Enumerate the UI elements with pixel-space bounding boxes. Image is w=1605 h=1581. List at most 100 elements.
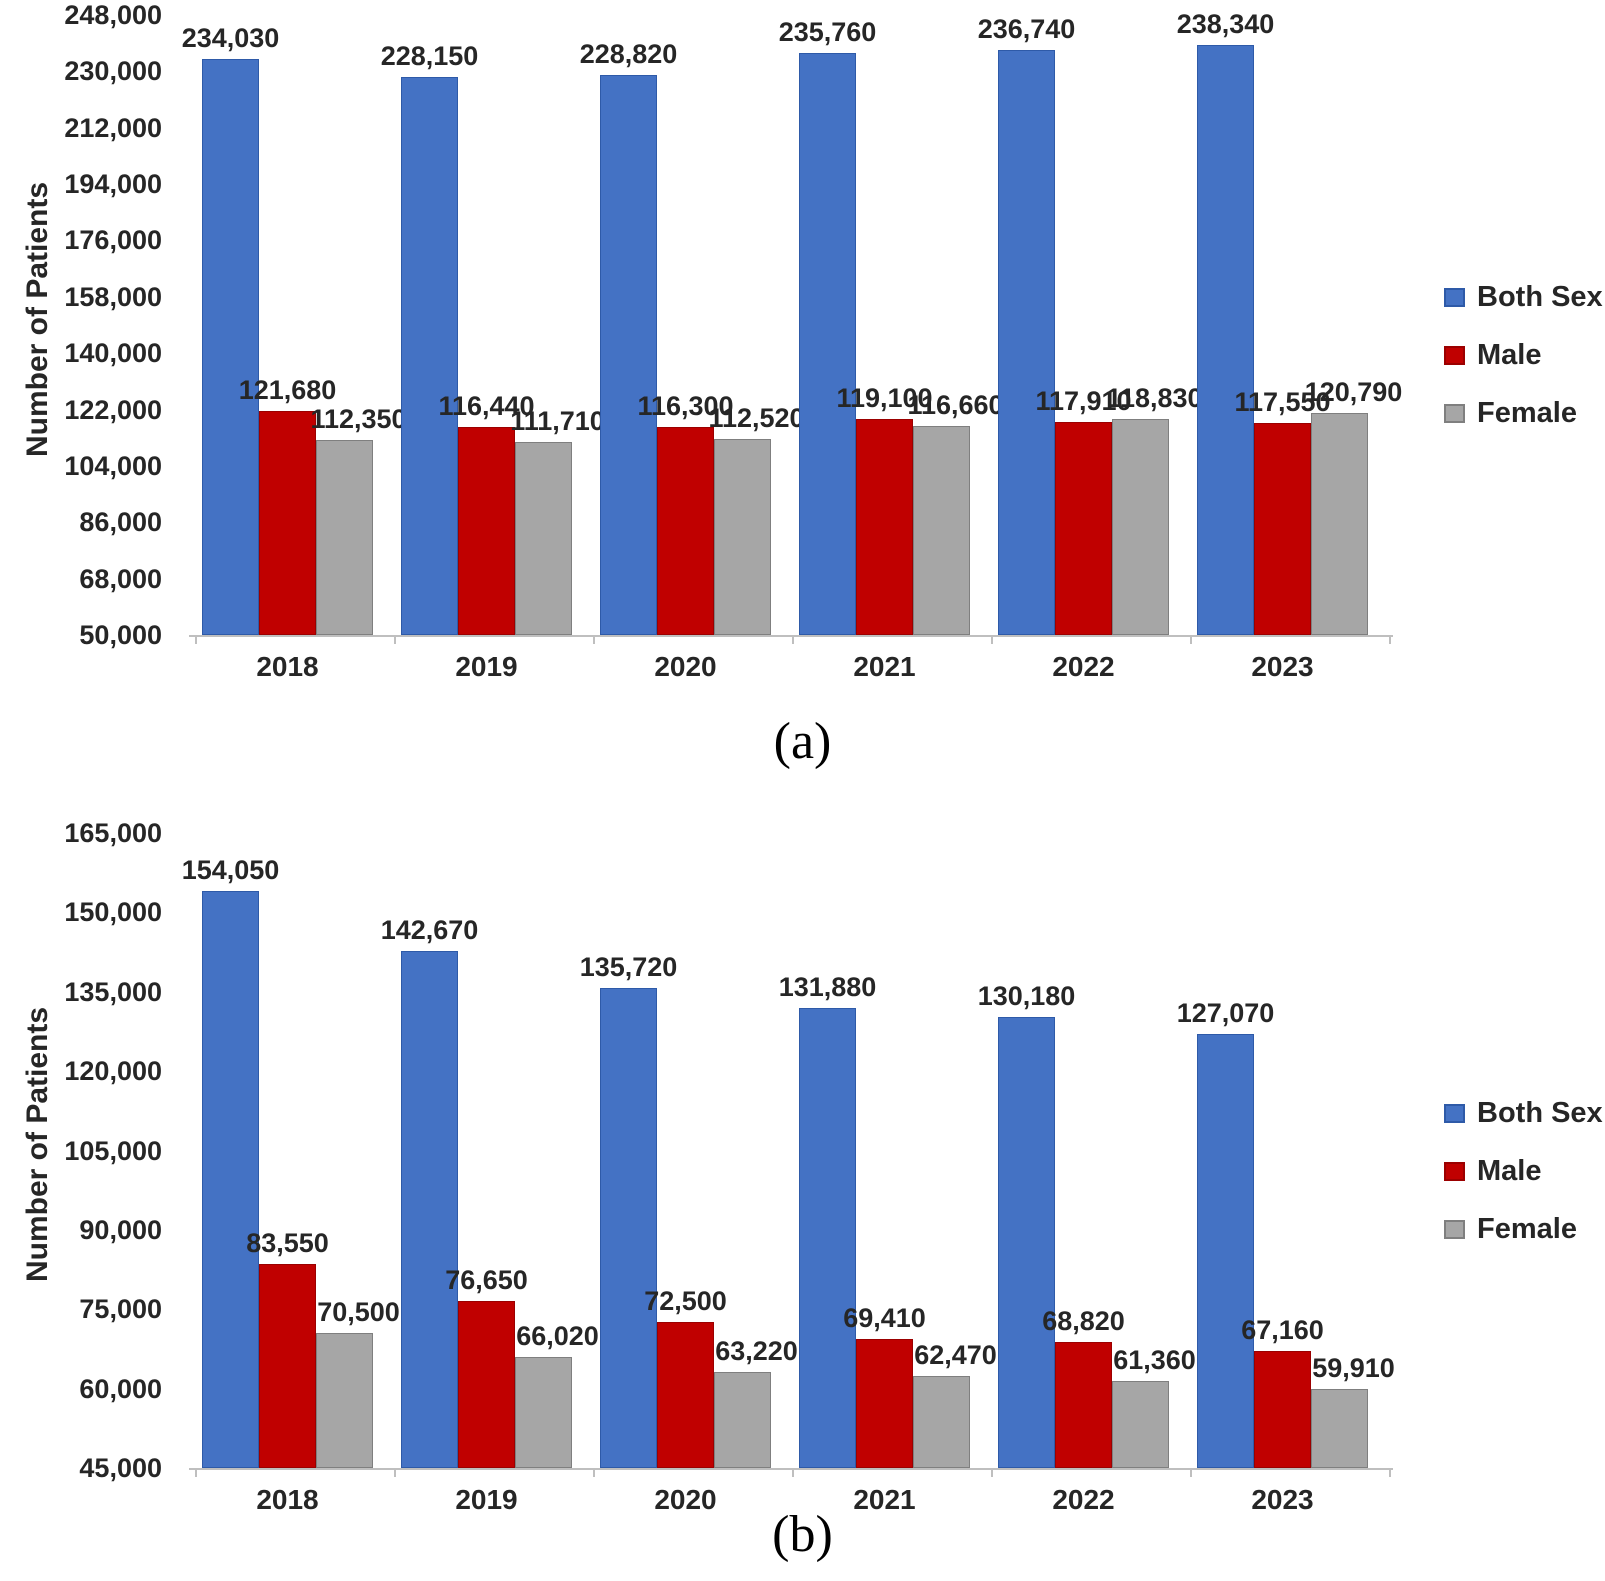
bar-both-sex-2023 xyxy=(1197,45,1254,635)
x-label-2022: 2022 xyxy=(1052,1484,1115,1515)
x-label-2021: 2021 xyxy=(853,651,916,682)
data-label-male-2021: 69,410 xyxy=(843,1302,926,1333)
caption-b: (b) xyxy=(772,1506,833,1563)
data-label-male-2023: 117,550 xyxy=(1234,387,1331,418)
data-label-female-2023: 59,910 xyxy=(1312,1353,1395,1384)
y-tick-104-000: 104,000 xyxy=(64,450,162,481)
y-tick-158-000: 158,000 xyxy=(64,281,162,312)
x-label-2018: 2018 xyxy=(256,651,319,682)
legend-item-male: Male xyxy=(1444,1155,1541,1187)
legend-item-male: Male xyxy=(1444,339,1541,371)
y-tick-165-000: 165,000 xyxy=(64,818,162,848)
data-label-both-sex-2018: 234,030 xyxy=(181,22,280,53)
data-label-both-sex-2020: 228,820 xyxy=(579,39,678,70)
bar-male-2018 xyxy=(259,410,316,635)
legend-swatch-both-sex-icon xyxy=(1444,287,1465,307)
data-label-female-2021: 116,660 xyxy=(907,390,1004,421)
data-label-male-2021: 119,100 xyxy=(836,382,933,413)
legend-swatch-female-icon xyxy=(1444,1219,1465,1239)
plot-area-b: 165,000 150,000 135,000 120,000 105,000 90,00… xyxy=(0,795,1605,1525)
bar-male-2022 xyxy=(1055,1341,1112,1468)
x-tick-mark xyxy=(394,635,396,644)
bar-female-2019 xyxy=(515,1356,572,1468)
bar-female-2018 xyxy=(316,439,373,635)
data-label-male-2020: 116,300 xyxy=(637,391,734,422)
x-tick-mark xyxy=(792,1468,794,1477)
data-label-both-sex-2021: 235,760 xyxy=(778,17,877,48)
bar-male-2019 xyxy=(458,426,515,635)
x-tick-mark xyxy=(1389,635,1391,644)
x-tick-mark xyxy=(1190,1468,1192,1477)
bar-male-2022 xyxy=(1055,422,1112,635)
legend-item-female: Female xyxy=(1444,397,1577,429)
data-label-female-2022: 61,360 xyxy=(1113,1345,1196,1376)
bar-both-sex-2019 xyxy=(401,77,458,635)
data-label-female-2019: 111,710 xyxy=(510,405,605,436)
data-label-both-sex-2021: 131,880 xyxy=(778,972,877,1003)
x-label-2023: 2023 xyxy=(1251,1484,1314,1515)
y-tick-68-000: 68,000 xyxy=(79,563,162,594)
x-tick-mark xyxy=(792,635,794,644)
x-label-2019: 2019 xyxy=(455,1484,518,1515)
data-label-female-2022: 118,830 xyxy=(1106,383,1203,414)
data-label-female-2018: 112,350 xyxy=(310,403,407,434)
bar-both-sex-2022 xyxy=(998,1017,1055,1468)
plot-area-a: 248,000 230,000 212,000 194,000 176,000 158,0… xyxy=(0,0,1605,730)
y-tick-86-000: 86,000 xyxy=(79,507,162,538)
x-label-2021: 2021 xyxy=(853,1484,916,1515)
x-tick-mark xyxy=(991,1468,993,1477)
bar-both-sex-2023 xyxy=(1197,1033,1254,1468)
data-label-male-2018: 121,680 xyxy=(238,374,337,405)
x-axis-line xyxy=(189,1468,1393,1470)
x-tick-mark xyxy=(1389,1468,1391,1477)
y-tick-212-000: 212,000 xyxy=(64,112,162,143)
bar-female-2020 xyxy=(714,1371,771,1468)
bar-female-2021 xyxy=(913,1375,970,1468)
legend-label-both-sex: Both Sex xyxy=(1477,280,1603,313)
x-label-2020: 2020 xyxy=(654,1484,717,1515)
y-tick-120-000: 120,000 xyxy=(64,1056,162,1087)
y-tick-140-000: 140,000 xyxy=(64,338,162,369)
x-label-2022: 2022 xyxy=(1052,651,1115,682)
legend-swatch-female-icon xyxy=(1444,403,1465,423)
y-tick-60-000: 60,000 xyxy=(79,1373,162,1404)
y-tick-176-000: 176,000 xyxy=(64,225,162,256)
bar-both-sex-2018 xyxy=(202,890,259,1468)
bar-both-sex-2018 xyxy=(202,58,259,635)
x-label-2018: 2018 xyxy=(256,1484,319,1515)
bar-both-sex-2022 xyxy=(998,50,1055,635)
data-label-female-2023: 120,790 xyxy=(1304,377,1403,408)
bar-male-2023 xyxy=(1254,1350,1311,1468)
data-label-both-sex-2020: 135,720 xyxy=(579,951,678,982)
bar-both-sex-2019 xyxy=(401,951,458,1468)
caption-a: (a) xyxy=(773,713,832,770)
y-tick-50-000: 50,000 xyxy=(79,620,162,650)
y-tick-248-000: 248,000 xyxy=(64,0,162,30)
x-label-2023: 2023 xyxy=(1251,651,1314,682)
chart-panel-b: Number of Patients 165,000 150,000 135,000… xyxy=(0,795,1605,1525)
legend-swatch-male-icon xyxy=(1444,345,1465,365)
y-tick-230-000: 230,000 xyxy=(64,56,162,87)
bar-female-2020 xyxy=(714,439,771,635)
x-tick-mark xyxy=(593,635,595,644)
data-label-female-2021: 62,470 xyxy=(914,1339,997,1370)
data-label-both-sex-2019: 142,670 xyxy=(380,915,479,946)
bar-female-2019 xyxy=(515,441,572,635)
legend-swatch-both-sex-icon xyxy=(1444,1103,1465,1123)
data-label-male-2020: 72,500 xyxy=(644,1286,727,1317)
x-tick-mark xyxy=(593,1468,595,1477)
data-label-both-sex-2018: 154,050 xyxy=(181,854,280,885)
data-label-both-sex-2022: 236,740 xyxy=(977,14,1076,45)
legend-item-female: Female xyxy=(1444,1213,1577,1245)
legend-item-both-sex: Both Sex xyxy=(1444,280,1603,313)
bar-female-2022 xyxy=(1112,1381,1169,1468)
data-label-female-2020: 63,220 xyxy=(715,1335,798,1366)
bar-male-2018 xyxy=(259,1264,316,1468)
bar-both-sex-2020 xyxy=(600,75,657,635)
data-label-both-sex-2023: 127,070 xyxy=(1176,997,1275,1028)
legend-swatch-male-icon xyxy=(1444,1161,1465,1181)
x-axis-line xyxy=(189,635,1393,637)
x-tick-mark xyxy=(394,1468,396,1477)
y-tick-135-000: 135,000 xyxy=(64,976,162,1007)
data-label-female-2019: 66,020 xyxy=(516,1320,599,1351)
